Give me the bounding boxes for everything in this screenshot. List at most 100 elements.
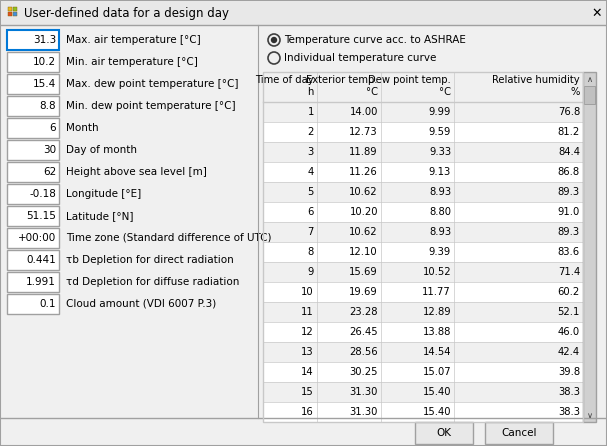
Bar: [13, 7, 17, 11]
Bar: [583, 72, 596, 422]
Text: 13: 13: [301, 347, 314, 357]
Bar: [7, 30, 59, 50]
Text: Dew point temp.: Dew point temp.: [368, 75, 451, 85]
Text: 9: 9: [308, 267, 314, 277]
Text: 23.28: 23.28: [350, 307, 378, 317]
Text: 12.10: 12.10: [350, 247, 378, 257]
Text: 11.77: 11.77: [422, 287, 451, 297]
Text: °C: °C: [366, 87, 378, 97]
Text: 71.4: 71.4: [558, 267, 580, 277]
Text: +00:00: +00:00: [18, 233, 56, 243]
Text: 8: 8: [308, 247, 314, 257]
Text: h: h: [308, 87, 314, 97]
Text: 12: 12: [301, 327, 314, 337]
Text: Latitude [°N]: Latitude [°N]: [66, 211, 134, 221]
Text: 9.13: 9.13: [429, 167, 451, 177]
Text: τb Depletion for direct radiation: τb Depletion for direct radiation: [66, 255, 234, 265]
Bar: [263, 322, 583, 342]
Text: 38.3: 38.3: [558, 407, 580, 417]
Text: 14: 14: [301, 367, 314, 377]
Bar: [7, 52, 59, 72]
Text: 42.4: 42.4: [558, 347, 580, 357]
Bar: [7, 228, 59, 248]
Bar: [8, 12, 12, 16]
Text: 8.93: 8.93: [429, 227, 451, 237]
Bar: [8, 7, 12, 11]
Text: 30: 30: [43, 145, 56, 155]
Bar: [7, 206, 59, 226]
Text: Min. dew point temperature [°C]: Min. dew point temperature [°C]: [66, 101, 236, 111]
Text: 11: 11: [301, 307, 314, 317]
Text: 9.59: 9.59: [429, 127, 451, 137]
Text: 51.15: 51.15: [26, 211, 56, 221]
Text: 83.6: 83.6: [558, 247, 580, 257]
Bar: [263, 282, 583, 302]
Text: 15.40: 15.40: [422, 387, 451, 397]
Text: 89.3: 89.3: [558, 227, 580, 237]
Text: Cancel: Cancel: [501, 428, 537, 438]
Text: 39.8: 39.8: [558, 367, 580, 377]
Bar: [263, 382, 583, 402]
Bar: [7, 250, 59, 270]
Text: 11.89: 11.89: [350, 147, 378, 157]
Text: %: %: [571, 87, 580, 97]
Bar: [263, 72, 583, 102]
Text: 16: 16: [301, 407, 314, 417]
Text: Time zone (Standard difference of UTC): Time zone (Standard difference of UTC): [66, 233, 271, 243]
Text: 15.4: 15.4: [33, 79, 56, 89]
Bar: [263, 262, 583, 282]
Text: ✕: ✕: [592, 7, 602, 20]
Text: 10.62: 10.62: [350, 187, 378, 197]
Text: 76.8: 76.8: [558, 107, 580, 117]
Text: 46.0: 46.0: [558, 327, 580, 337]
Text: Relative humidity: Relative humidity: [492, 75, 580, 85]
Text: 9.33: 9.33: [429, 147, 451, 157]
Text: 0.441: 0.441: [26, 255, 56, 265]
Text: Time of day: Time of day: [256, 75, 314, 85]
Text: Longitude [°E]: Longitude [°E]: [66, 189, 141, 199]
Text: Min. air temperature [°C]: Min. air temperature [°C]: [66, 57, 198, 67]
Bar: [263, 222, 583, 242]
Bar: [485, 422, 553, 444]
Text: 8.8: 8.8: [39, 101, 56, 111]
Bar: [7, 74, 59, 94]
Text: 3: 3: [308, 147, 314, 157]
Bar: [263, 72, 583, 422]
Bar: [7, 140, 59, 160]
Text: Max. air temperature [°C]: Max. air temperature [°C]: [66, 35, 201, 45]
Text: 2: 2: [308, 127, 314, 137]
Bar: [263, 122, 583, 142]
Text: -0.18: -0.18: [29, 189, 56, 199]
Text: 12.89: 12.89: [422, 307, 451, 317]
Text: 14.00: 14.00: [350, 107, 378, 117]
Text: 4: 4: [308, 167, 314, 177]
Bar: [7, 294, 59, 314]
Text: 26.45: 26.45: [350, 327, 378, 337]
Bar: [13, 12, 17, 16]
Text: OK: OK: [436, 428, 452, 438]
Text: τd Depletion for diffuse radiation: τd Depletion for diffuse radiation: [66, 277, 239, 287]
Text: 13.88: 13.88: [422, 327, 451, 337]
Bar: [263, 142, 583, 162]
Text: 81.2: 81.2: [558, 127, 580, 137]
Text: 15.69: 15.69: [349, 267, 378, 277]
Text: 31.30: 31.30: [350, 407, 378, 417]
Bar: [7, 272, 59, 292]
Text: 5: 5: [308, 187, 314, 197]
Bar: [7, 162, 59, 182]
Text: Day of month: Day of month: [66, 145, 137, 155]
Bar: [263, 162, 583, 182]
Text: Temperature curve acc. to ASHRAE: Temperature curve acc. to ASHRAE: [284, 35, 466, 45]
Text: 15.07: 15.07: [422, 367, 451, 377]
Text: Individual temperature curve: Individual temperature curve: [284, 53, 436, 63]
Text: User-defined data for a design day: User-defined data for a design day: [24, 7, 229, 20]
Bar: [263, 202, 583, 222]
Bar: [415, 422, 473, 444]
Text: 8.80: 8.80: [429, 207, 451, 217]
Text: 0.1: 0.1: [39, 299, 56, 309]
Text: 8.93: 8.93: [429, 187, 451, 197]
Text: 15: 15: [301, 387, 314, 397]
Bar: [263, 402, 583, 422]
Text: 1.991: 1.991: [26, 277, 56, 287]
Bar: [263, 302, 583, 322]
